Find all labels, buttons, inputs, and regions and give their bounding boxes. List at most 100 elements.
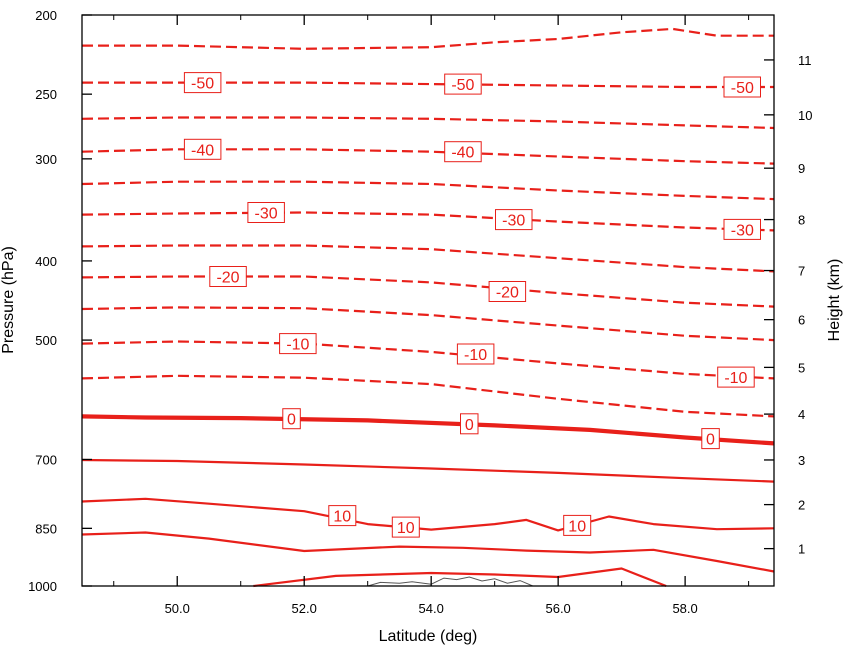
x-axis-title: Latitude (deg): [379, 628, 478, 645]
contour-label-box: [444, 141, 482, 163]
contour-label: -30: [495, 209, 533, 231]
contour-label-text: 10: [333, 509, 351, 526]
contour-label-box: [247, 202, 285, 223]
contour-label-box: [328, 505, 357, 527]
height-tick-label: 2: [798, 498, 805, 513]
contour-label-box: [460, 413, 479, 435]
contour-label: 10: [328, 505, 357, 527]
contour-label: -30: [723, 218, 761, 240]
contour-label-box: [723, 218, 761, 240]
contour-line: [253, 567, 667, 588]
contour-label-text: -20: [216, 270, 239, 287]
contour-label: 0: [460, 413, 479, 435]
contour-label-box: [209, 266, 247, 287]
contour-label-text: -40: [451, 145, 474, 162]
contour-label: 10: [391, 516, 420, 538]
x-tick-label: 56.0: [545, 601, 570, 616]
x-tick-label: 58.0: [672, 601, 697, 616]
y-tick-label: 300: [35, 152, 57, 167]
contour-line: [81, 531, 775, 573]
height-tick-label: 9: [798, 161, 805, 176]
contour-line: [81, 306, 775, 342]
height-tick-label: 10: [798, 108, 812, 123]
contour-label-text: -10: [724, 370, 747, 387]
contour-label-text: -30: [731, 222, 754, 239]
x-tick-label: 52.0: [292, 601, 317, 616]
contour-label-box: [183, 138, 222, 160]
contour-label: -20: [209, 266, 247, 287]
contour-label-box: [723, 76, 761, 98]
contour-label-text: -20: [496, 285, 519, 302]
contour-line: [82, 27, 774, 50]
y-tick-label: 850: [35, 521, 57, 536]
height-tick-label: 4: [798, 407, 805, 422]
contour-label: -40: [183, 138, 222, 160]
y-tick-label: 500: [35, 333, 57, 348]
contour-line: [81, 180, 775, 201]
axes: 50.0 52.0 54.0 56.0 58.010008507005004003002…: [28, 8, 812, 616]
terrain-line: [367, 576, 533, 587]
contour-label-text: -10: [464, 347, 487, 364]
contour-label: 0: [701, 428, 720, 450]
y-tick-label: 1000: [28, 579, 57, 594]
contour-label: -10: [279, 333, 317, 355]
contour-label-text: -40: [191, 142, 214, 159]
height-tick-label: 11: [798, 53, 812, 68]
contour-label-box: [563, 514, 592, 536]
contour-label-text: -50: [731, 80, 754, 97]
contour-lines: [81, 27, 775, 588]
contour-label: -50: [183, 72, 222, 94]
contour-label-box: [701, 428, 720, 450]
contour-line: [81, 340, 775, 380]
contour-label-box: [183, 72, 222, 94]
y2-axis-title: Height (km): [826, 259, 843, 342]
contour-label-text: -10: [286, 337, 309, 354]
contour-label-text: 10: [568, 518, 586, 535]
contour-label-text: 10: [397, 520, 415, 537]
plot-frame: [81, 14, 775, 587]
contour-label: -10: [717, 366, 755, 388]
contour-label: 0: [282, 408, 301, 430]
contour-labels: -50 -50 -50 -40 -40 -30 -30 -30 -20 -20 -10 -10 -10 0…: [183, 72, 761, 538]
contour-line: [81, 275, 775, 308]
x-tick-label: 50.0: [165, 601, 190, 616]
contour-line: [81, 458, 775, 483]
y-axis-title: Pressure (hPa): [0, 246, 17, 354]
contour-label-box: [444, 73, 482, 95]
contour-line: [81, 116, 775, 130]
contour-label-box: [495, 209, 533, 231]
contour-label: -50: [723, 76, 761, 98]
contour-label: -30: [247, 202, 285, 223]
contour-label-box: [391, 516, 420, 538]
y-tick-label: 400: [35, 254, 57, 269]
contour-label-box: [717, 366, 755, 388]
height-tick-label: 5: [798, 360, 805, 375]
contour-line: [81, 211, 775, 232]
contour-label: -10: [456, 343, 495, 365]
x-tick-label: 54.0: [419, 601, 444, 616]
contour-label-box: [282, 408, 301, 430]
contour-label-box: [488, 281, 527, 302]
contour-line: [81, 374, 775, 418]
contour-line: [81, 414, 775, 446]
height-tick-label: 3: [798, 453, 805, 468]
terrain-outline: [367, 576, 533, 587]
height-tick-label: 1: [798, 542, 805, 557]
contour-label-text: -50: [191, 76, 214, 93]
height-tick-label: 7: [798, 264, 805, 279]
height-tick-label: 6: [798, 313, 805, 328]
contour-label: -40: [444, 141, 482, 163]
y-tick-label: 700: [35, 452, 57, 467]
contour-label-text: 0: [706, 432, 715, 449]
y-tick-label: 200: [35, 8, 57, 23]
contour-line: [81, 497, 775, 532]
contour-label-text: -30: [255, 206, 278, 223]
contour-label-box: [279, 333, 317, 355]
contour-label-text: 0: [465, 417, 474, 434]
contour-label: -50: [444, 73, 482, 95]
contour-line: [81, 244, 775, 273]
height-tick-label: 8: [798, 213, 805, 228]
contour-label: -20: [488, 281, 527, 302]
contour-label-text: -30: [502, 213, 525, 230]
